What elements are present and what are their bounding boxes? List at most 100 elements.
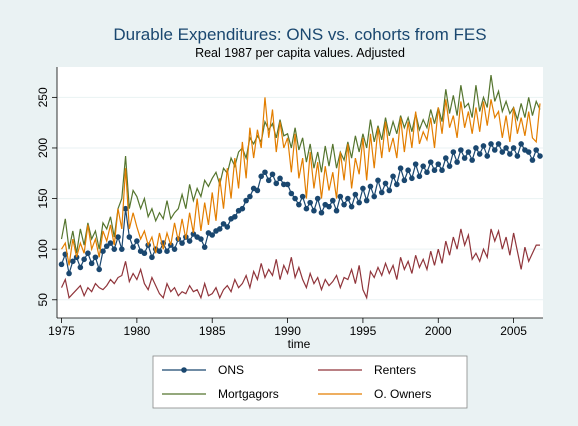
point [284,181,291,188]
point [115,234,121,240]
point [337,193,344,200]
y-tick-label: 250 [36,87,50,107]
point [243,197,249,204]
point [119,246,125,252]
chart-subtitle: Real 1987 per capita values. Adjusted [195,46,405,60]
x-tick-label: 1990 [274,324,301,338]
point [296,201,302,208]
point [386,187,393,194]
point [503,145,509,151]
point [416,173,423,180]
point [92,254,99,261]
point [96,266,102,273]
point [371,193,378,200]
y-tick-label: 200 [36,138,50,158]
point [465,149,472,155]
x-tick-label: 1975 [48,324,75,338]
x-tick-label: 2000 [425,324,452,338]
point [122,205,129,212]
point [269,171,276,178]
point [314,195,321,202]
y-tick-label: 50 [36,293,50,307]
point [476,151,483,157]
point [232,213,238,220]
x-tick-label: 2005 [500,324,527,338]
point [58,261,65,268]
point [435,161,442,167]
point [352,191,359,198]
point [529,157,536,163]
point [394,181,400,188]
point [88,260,95,267]
point [507,151,513,157]
point [190,231,197,237]
legend-label: ONS [218,363,244,377]
point [216,226,223,232]
point [277,175,283,182]
point [134,238,140,244]
point [533,147,540,153]
point [307,199,313,206]
point [446,163,453,169]
point [409,175,415,182]
point [367,183,374,190]
point [239,205,246,212]
point [81,256,87,263]
point [427,159,434,165]
point [375,177,381,184]
legend-box [152,355,468,409]
point [491,147,498,153]
legend-label: O. Owners [374,387,431,401]
point [439,167,445,174]
point [484,153,491,159]
point [126,234,133,240]
point [450,149,457,155]
point [224,224,231,230]
point [378,189,385,196]
series-line [60,75,541,254]
point [318,209,325,216]
point [390,173,396,180]
point [458,147,464,153]
x-tick-label: 1980 [124,324,151,338]
point [495,141,502,147]
point [356,199,362,206]
point [405,167,411,174]
point [201,244,208,250]
point [130,244,136,250]
point [424,169,430,176]
point [514,153,521,159]
point [111,246,118,252]
point [288,190,295,197]
point [326,203,332,210]
point [469,157,475,163]
point [149,254,155,261]
point [303,205,310,212]
point [382,180,389,187]
legend-label: Mortgagors [218,387,279,401]
point [209,232,216,238]
point [488,141,494,147]
point [443,155,449,161]
point [412,161,419,167]
point [164,248,170,255]
point [499,149,506,155]
point [363,197,370,204]
point [420,163,426,169]
point [518,141,524,147]
x-tick-label: 1985 [199,324,226,338]
point [360,185,366,192]
point [141,250,148,257]
point [198,236,204,242]
point [299,193,306,200]
point [397,165,404,172]
point [431,167,438,174]
point [107,240,114,246]
point [292,195,298,202]
point [480,143,487,149]
point [156,248,163,255]
point [329,197,336,204]
point [333,207,340,214]
